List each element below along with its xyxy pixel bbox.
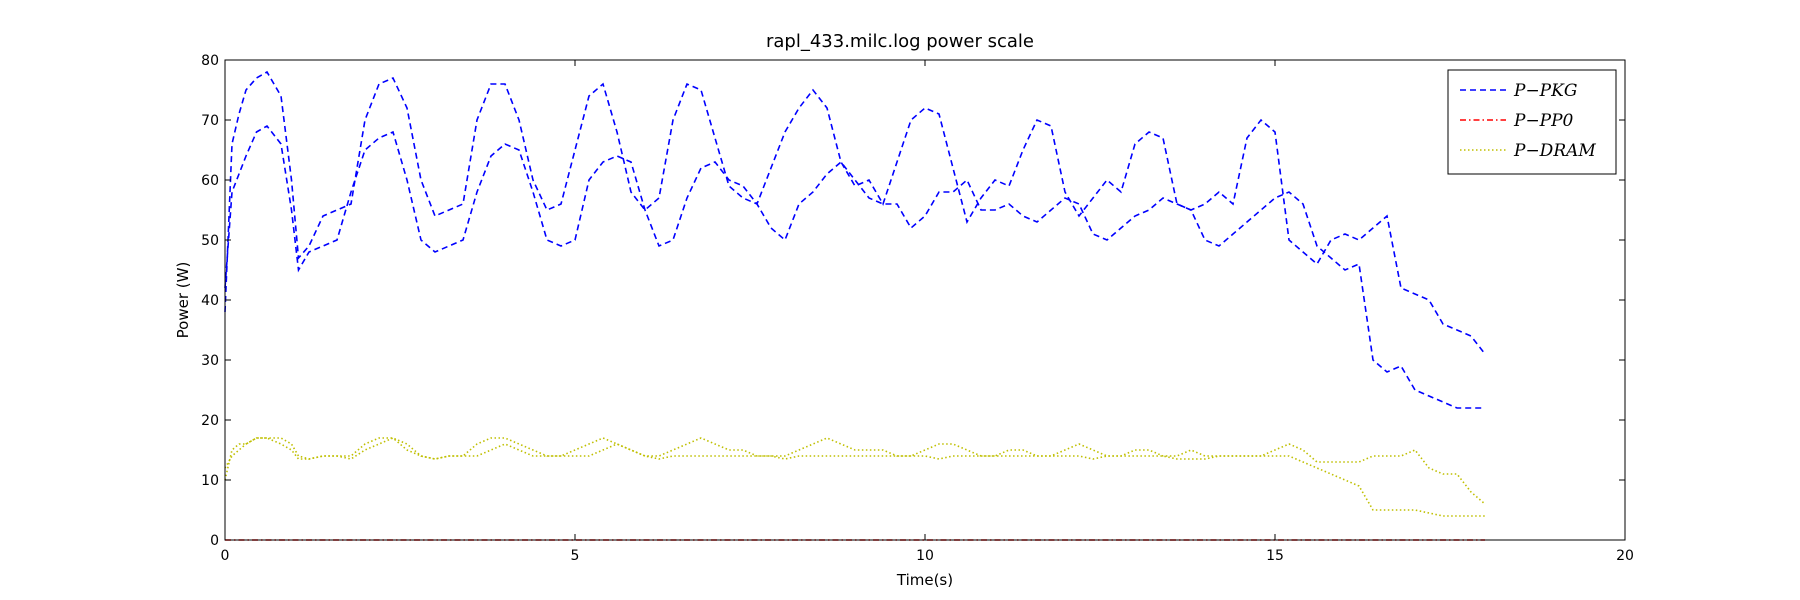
y-tick-label-0: 0 (210, 533, 219, 549)
legend-label-0: P−PKG (1513, 81, 1577, 101)
series-line-1 (224, 124, 1485, 409)
x-axis-label: Time(s) (896, 571, 953, 589)
x-tick-label-3: 15 (1266, 548, 1284, 564)
plot-lines (224, 70, 1486, 541)
legend-box (1447, 69, 1617, 175)
plot-frame (224, 59, 1626, 541)
x-tick-label-1: 5 (571, 548, 580, 564)
x-tick-label-4: 20 (1616, 548, 1634, 564)
chart-title: rapl_433.milc.log power scale (766, 31, 1034, 52)
series-line-4 (224, 437, 1485, 517)
y-axis: 0 10 20 30 40 50 60 70 80 (201, 53, 1625, 549)
legend: P−PKG P−PP0 P−DRAM (1447, 69, 1617, 175)
y-tick-label-7: 70 (201, 113, 219, 129)
series-line-3 (224, 437, 1486, 505)
series-line-0 (224, 70, 1486, 355)
y-tick-label-5: 50 (201, 233, 219, 249)
y-tick-label-8: 80 (201, 53, 219, 69)
y-tick-label-4: 40 (201, 293, 219, 309)
y-axis-label: Power (W) (174, 262, 192, 339)
x-tick-label-0: 0 (221, 548, 230, 564)
y-tick-label-2: 20 (201, 413, 219, 429)
x-tick-label-2: 10 (916, 548, 934, 564)
y-tick-label-3: 30 (201, 353, 219, 369)
x-axis: 0 5 10 15 20 (221, 60, 1634, 564)
legend-label-1: P−PP0 (1513, 111, 1574, 131)
y-tick-label-1: 10 (201, 473, 219, 489)
legend-label-2: P−DRAM (1513, 141, 1596, 161)
y-tick-label-6: 60 (201, 173, 219, 189)
